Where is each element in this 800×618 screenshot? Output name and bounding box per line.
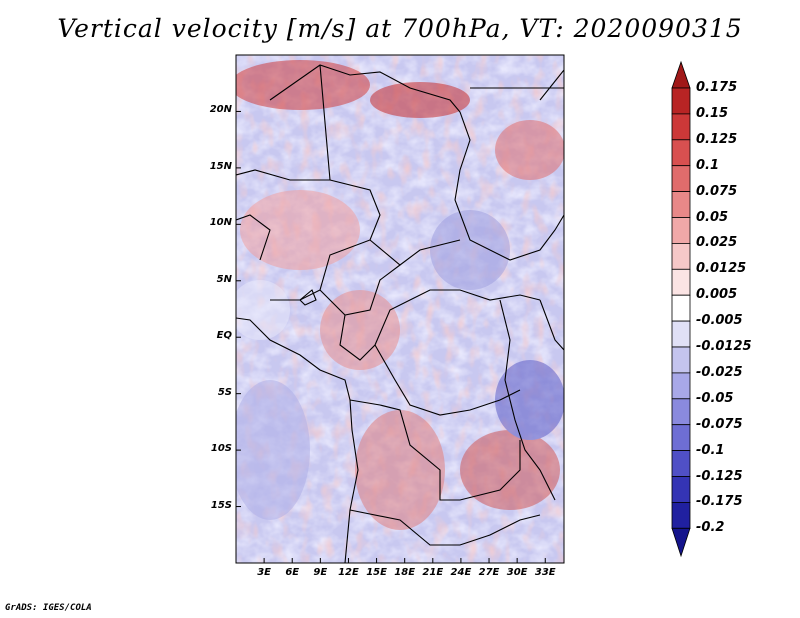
lat-label: 15N [209, 160, 232, 172]
colorbar-swatch [671, 476, 691, 503]
colorbar-label: 0.175 [696, 80, 738, 95]
colorbar-swatch [671, 320, 691, 348]
vertical-velocity-field [236, 55, 564, 563]
colorbar-label: 0.025 [696, 235, 738, 251]
lon-label: 18E [394, 567, 416, 578]
colorbar-swatch [671, 527, 691, 558]
colorbar-label: -0.2 [696, 520, 725, 536]
map-frame [235, 54, 565, 564]
lon-label: 12E [338, 567, 359, 578]
colorbar-swatch [671, 113, 691, 141]
lon-label: 33E [534, 567, 556, 578]
colorbar-swatch [671, 346, 691, 374]
colorbar-swatch [671, 139, 691, 167]
colorbar-label: -0.005 [696, 313, 743, 329]
colorbar [671, 60, 691, 558]
colorbar-swatch [671, 424, 691, 452]
colorbar-swatch [671, 87, 691, 115]
colorbar-label: 0.0125 [696, 261, 747, 277]
colorbar-label: 0.075 [696, 183, 738, 199]
colorbar-label: 0.15 [696, 105, 729, 121]
colorbar-swatch [671, 398, 691, 426]
lon-label: 27E [478, 567, 500, 578]
lat-label: 15S [210, 499, 232, 511]
lon-label: 15E [366, 567, 387, 578]
colorbar-label: -0.125 [696, 468, 743, 484]
colorbar-swatch [671, 242, 691, 270]
lon-label: 9E [313, 567, 328, 578]
colorbar-swatch [671, 60, 691, 89]
lon-label: 24E [450, 567, 472, 578]
lat-label: 5N [216, 273, 232, 285]
colorbar-swatch [671, 501, 691, 529]
colorbar-label: -0.0125 [696, 339, 752, 354]
lat-label: 5S [217, 386, 232, 398]
colorbar-swatch [671, 217, 691, 244]
colorbar-label: -0.025 [696, 364, 743, 380]
colorbar-swatch [671, 165, 691, 192]
colorbar-swatch [671, 294, 691, 322]
lon-label: 3E [257, 567, 271, 578]
colorbar-label: 0.1 [696, 157, 720, 173]
colorbar-label: -0.05 [696, 390, 734, 406]
lat-label: 20N [209, 104, 232, 116]
lon-label: 6E [285, 567, 300, 578]
colorbar-label: 0.005 [696, 287, 738, 303]
colorbar-label: -0.075 [696, 416, 743, 432]
lat-label: EQ [216, 330, 232, 342]
lat-label: 10S [210, 443, 232, 455]
colorbar-swatch [671, 450, 691, 477]
colorbar-swatch [671, 372, 691, 400]
colorbar-label: -0.175 [696, 494, 743, 510]
colorbar-swatch [671, 191, 691, 218]
colorbar-label: -0.1 [696, 442, 725, 458]
colorbar-label: 0.05 [696, 209, 729, 225]
lat-label: 10N [209, 217, 232, 229]
colorbar-swatch [671, 268, 691, 296]
map-title: Vertical velocity [m/s] at 700hPa, VT: 2… [57, 14, 743, 43]
colorbar-label: 0.125 [696, 131, 738, 147]
lon-label: 21E [422, 567, 444, 578]
lon-label: 30E [506, 567, 528, 578]
grads-credit: GrADS: IGES/COLA [5, 603, 92, 613]
